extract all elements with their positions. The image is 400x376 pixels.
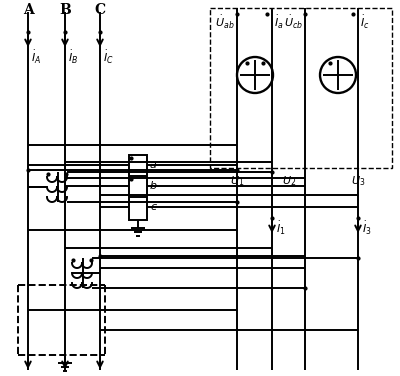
Text: $\dot{I}_1$: $\dot{I}_1$: [276, 220, 286, 237]
Bar: [210, 8, 392, 168]
Text: C: C: [94, 3, 106, 17]
Text: $\dot{I}_A$: $\dot{I}_A$: [31, 49, 41, 65]
Text: $\dot{U}_{cb}$: $\dot{U}_{cb}$: [284, 14, 303, 30]
Text: B: B: [59, 3, 71, 17]
Text: $\dot{U}_{ab}$: $\dot{U}_{ab}$: [216, 14, 235, 30]
Text: a: a: [150, 160, 157, 170]
Text: $\dot{I}_C$: $\dot{I}_C$: [103, 49, 114, 65]
Text: c: c: [150, 202, 156, 212]
Text: $\dot{I}_B$: $\dot{I}_B$: [68, 49, 78, 65]
Text: $U_1$: $U_1$: [230, 174, 244, 188]
Text: A: A: [23, 3, 33, 17]
Text: $U_3$: $U_3$: [351, 174, 365, 188]
Text: $\dot{I}_a$: $\dot{I}_a$: [274, 14, 284, 30]
Text: b: b: [150, 181, 157, 191]
Text: $\dot{I}_3$: $\dot{I}_3$: [362, 220, 372, 237]
Bar: [129, 155, 147, 220]
Text: $U_2$: $U_2$: [282, 174, 296, 188]
Text: $\dot{I}_c$: $\dot{I}_c$: [360, 14, 370, 30]
